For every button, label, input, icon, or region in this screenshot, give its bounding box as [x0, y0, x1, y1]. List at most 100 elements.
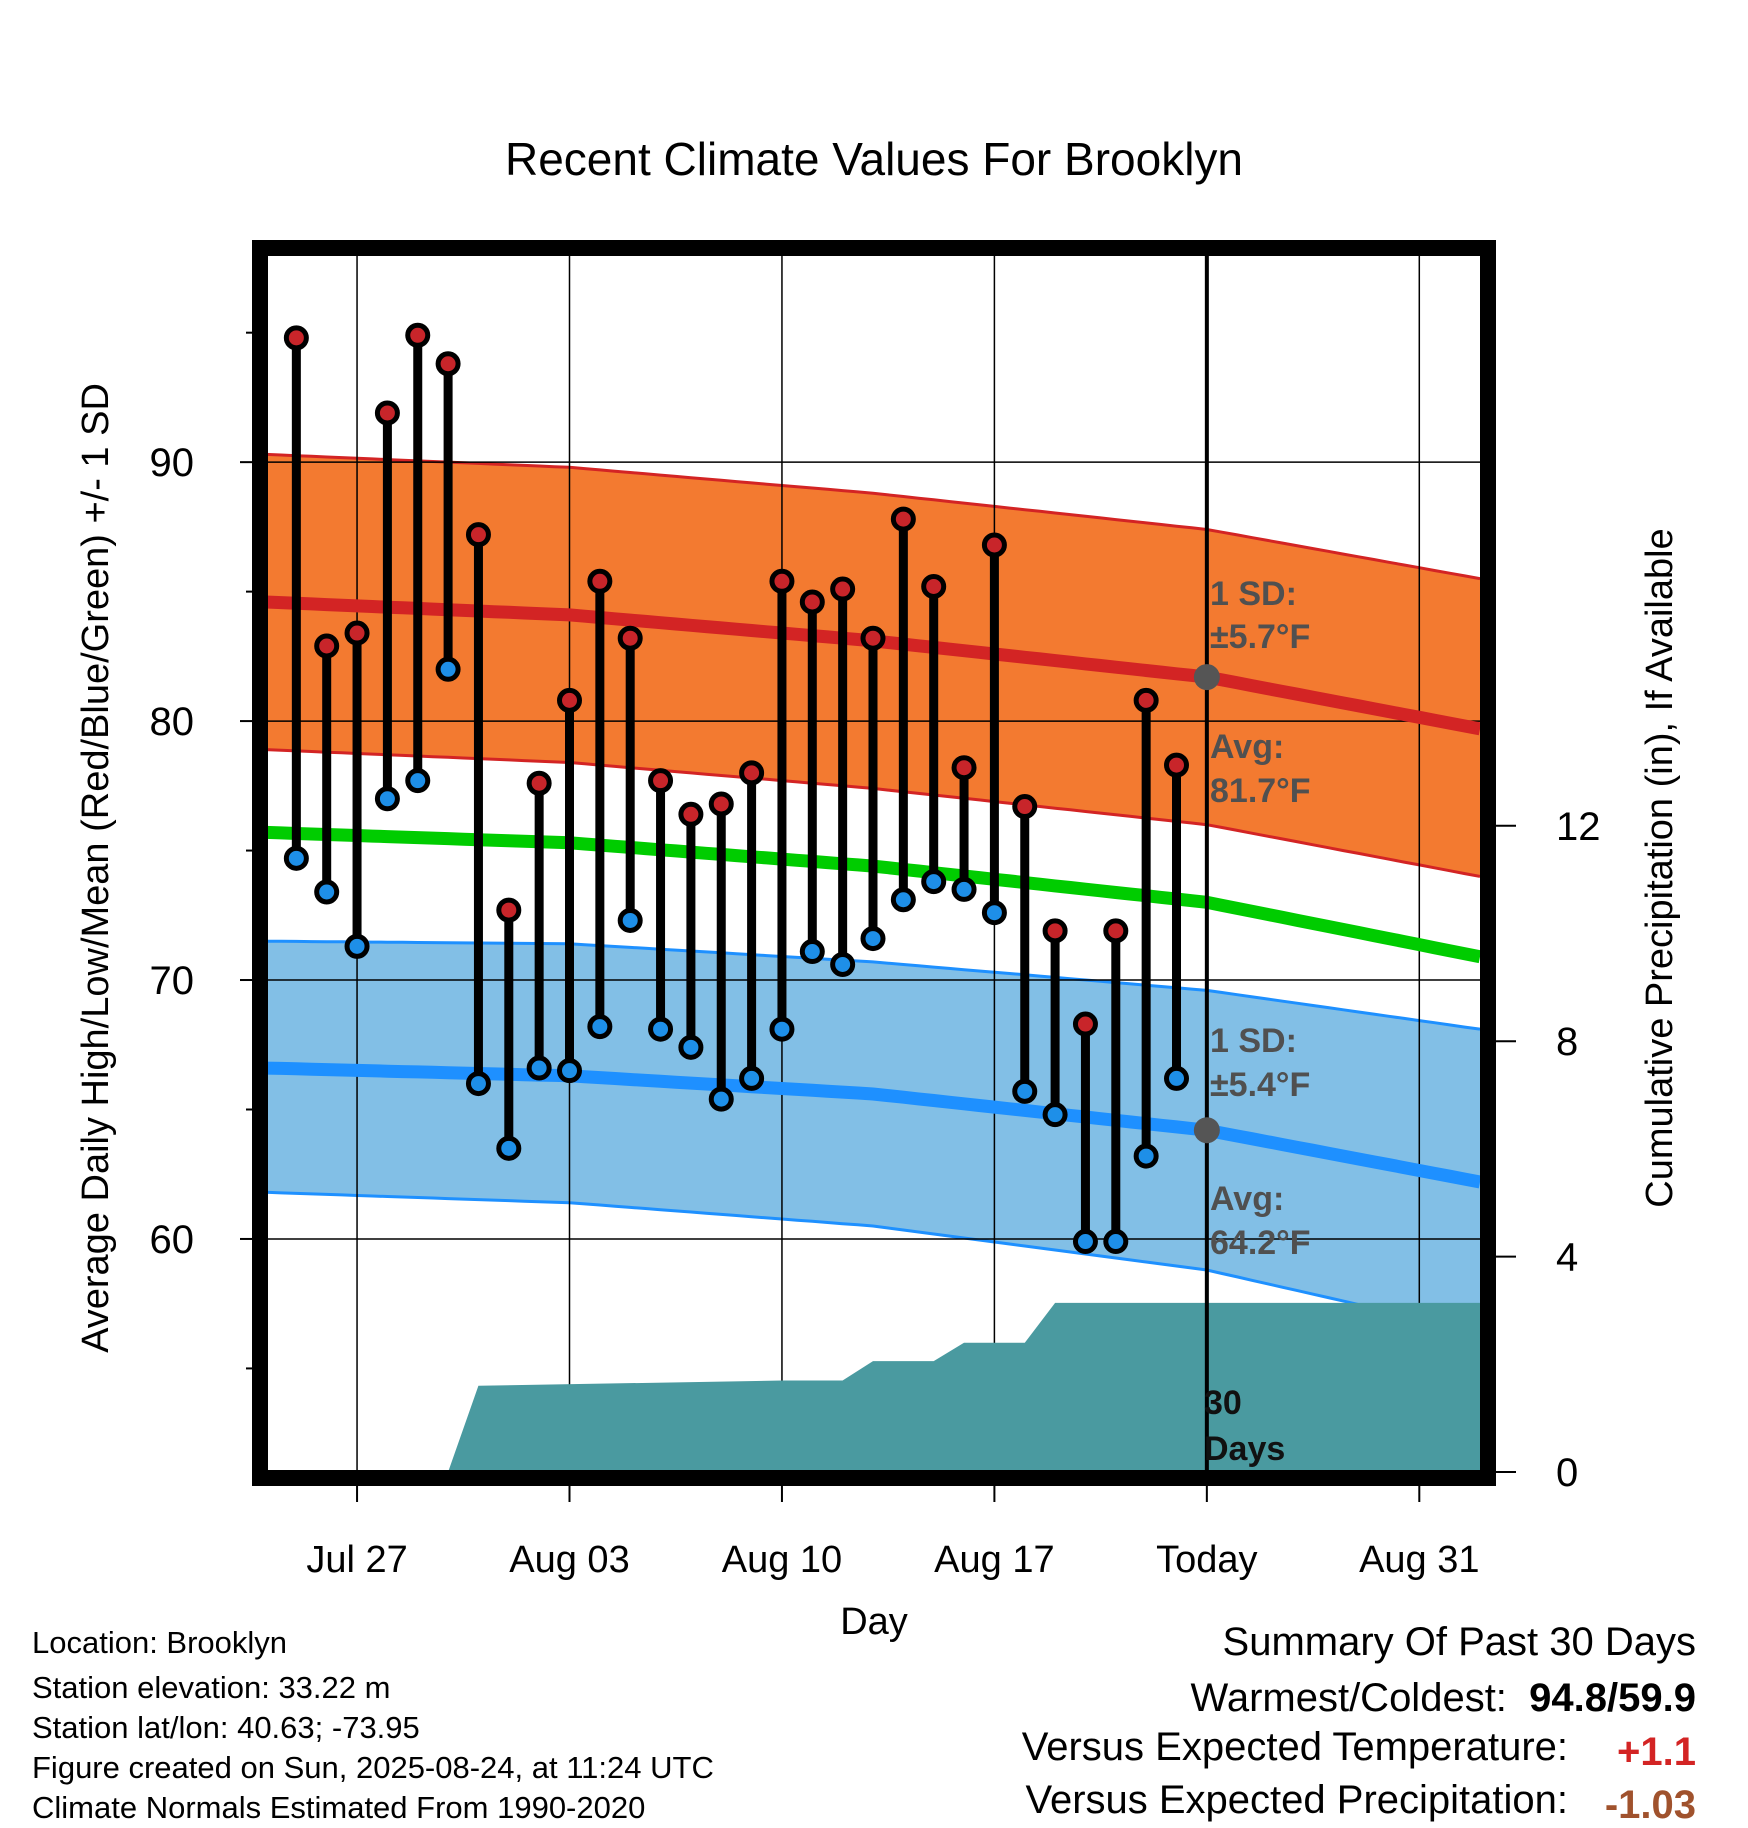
low-point: [1164, 1065, 1189, 1091]
low-point: [617, 907, 643, 933]
low-point: [1012, 1078, 1038, 1104]
low-point: [465, 1071, 491, 1097]
low-point: [283, 845, 309, 871]
x-axis-label: Day: [840, 1601, 908, 1643]
high-point: [617, 625, 643, 651]
high-point: [314, 633, 340, 659]
high-point: [587, 568, 613, 594]
low-avg-label: Avg:: [1210, 1180, 1284, 1218]
footer-normals: Climate Normals Estimated From 1990-2020: [32, 1790, 646, 1825]
high-point: [830, 576, 856, 602]
low-point: [739, 1065, 765, 1091]
y2-tick-label: 0: [1556, 1451, 1578, 1495]
summary-temp-value: +1.1: [1617, 1730, 1696, 1774]
y-axis-label: Average Daily High/Low/Mean (Red/Blue/Gr…: [75, 383, 117, 1353]
summary-precip-value: -1.03: [1604, 1783, 1696, 1827]
low-point: [1103, 1229, 1129, 1255]
high-point: [648, 768, 674, 794]
low-point: [496, 1135, 522, 1161]
chart-title: Recent Climate Values For Brooklyn: [505, 133, 1243, 185]
x-tick-label: Aug 17: [934, 1539, 1054, 1581]
low-sd-band: [266, 941, 1480, 1333]
high-band-upper-edge: [266, 452, 1480, 581]
x-tick-label: Aug 10: [722, 1539, 842, 1581]
low-point: [799, 939, 825, 965]
high-point: [769, 568, 795, 594]
low-point: [830, 951, 856, 977]
low-point: [1042, 1102, 1068, 1128]
svg-text:Average Daily High/Low/Mean (R: Average Daily High/Low/Mean (Red/Blue/Gr…: [75, 383, 117, 1353]
high-sd-value: ±5.7°F: [1210, 618, 1310, 656]
precip-area: [266, 1302, 1480, 1472]
summary-heading: Summary Of Past 30 Days: [1222, 1620, 1696, 1664]
high-point: [1103, 918, 1129, 944]
high-point: [526, 770, 552, 796]
high-point: [465, 522, 491, 548]
warm-cold-separator: /: [1607, 1676, 1619, 1720]
window-label-days: Days: [1204, 1430, 1285, 1468]
low-point: [890, 887, 916, 913]
low-point: [860, 926, 886, 952]
low-point: [344, 933, 370, 959]
x-tick-label: Aug 03: [509, 1539, 629, 1581]
high-point: [1012, 794, 1038, 820]
plot-frame: [252, 240, 1496, 1486]
high-point: [1164, 752, 1189, 778]
coldest-value: 59.9: [1618, 1676, 1696, 1720]
low-point: [648, 1016, 674, 1042]
high-point: [496, 897, 522, 923]
low-point: [526, 1055, 552, 1081]
high-point: [981, 532, 1007, 558]
high-sd-label: 1 SD:: [1210, 575, 1297, 613]
high-avg-label: Avg:: [1210, 728, 1284, 766]
x-tick-label: Today: [1156, 1539, 1257, 1581]
low-point: [374, 786, 400, 812]
low-point: [435, 656, 461, 682]
y2-axis-label: Cumulative Precipitation (in), If Availa…: [1639, 528, 1681, 1207]
y2-tick-label: 12: [1556, 805, 1601, 849]
low-point: [769, 1016, 795, 1042]
y2-tick-label: 4: [1556, 1236, 1578, 1280]
high-point: [1072, 1011, 1098, 1037]
svg-text:Cumulative Precipitation (in),: Cumulative Precipitation (in), If Availa…: [1639, 528, 1681, 1207]
today-high-normal-marker: [1193, 664, 1220, 691]
low-point: [951, 876, 977, 902]
low-point: [557, 1058, 582, 1084]
today-low-normal-marker: [1193, 1117, 1220, 1144]
normal-low-line: [266, 1061, 1480, 1189]
high-point: [1042, 918, 1068, 944]
high-point: [739, 760, 765, 786]
footer-created: Figure created on Sun, 2025-08-24, at 11…: [32, 1750, 714, 1785]
y2-tick-label: 8: [1556, 1020, 1578, 1064]
warmest-value: 94.8: [1529, 1676, 1608, 1720]
high-point: [890, 506, 916, 532]
low-point: [921, 869, 947, 895]
x-tick-label: Aug 31: [1359, 1539, 1479, 1581]
y-tick-label: 70: [150, 959, 195, 1003]
high-point: [799, 589, 825, 615]
y-tick-label: 90: [150, 441, 195, 485]
low-point: [1072, 1229, 1098, 1255]
low-avg-value: 64.2°F: [1210, 1224, 1311, 1262]
low-sd-label: 1 SD:: [1210, 1022, 1297, 1060]
summary-precip-label: Versus Expected Precipitation:: [1025, 1778, 1568, 1822]
footer-location: Location: Brooklyn: [32, 1625, 288, 1660]
plot-content: [266, 255, 1480, 1472]
high-point: [283, 325, 309, 351]
window-label-number: 30: [1204, 1384, 1242, 1422]
plot-area: 60 70 80 90 0 4 8 12 Jul 27 Aug 03 Aug 10 Aug 17 Tod…: [150, 240, 1601, 1581]
high-point: [860, 625, 886, 651]
warm-cold-label: Warmest/Coldest:: [1190, 1676, 1507, 1720]
annotations: 1 SD: ±5.7°F Avg: 81.7°F 1 SD: ±5.4°F Av…: [1204, 575, 1311, 1468]
high-point: [557, 687, 582, 713]
high-point: [344, 620, 370, 646]
high-point: [708, 791, 734, 817]
footer-elevation: Station elevation: 33.22 m: [32, 1670, 391, 1705]
low-band-upper-edge: [266, 939, 1480, 1031]
low-point: [1133, 1143, 1159, 1169]
low-point: [678, 1034, 704, 1060]
high-point: [374, 400, 400, 426]
low-point: [708, 1086, 734, 1112]
summary-warm-cold: Warmest/Coldest: 94.8/59.9: [1191, 1676, 1696, 1721]
footer-latlon: Station lat/lon: 40.63; -73.95: [32, 1710, 420, 1745]
